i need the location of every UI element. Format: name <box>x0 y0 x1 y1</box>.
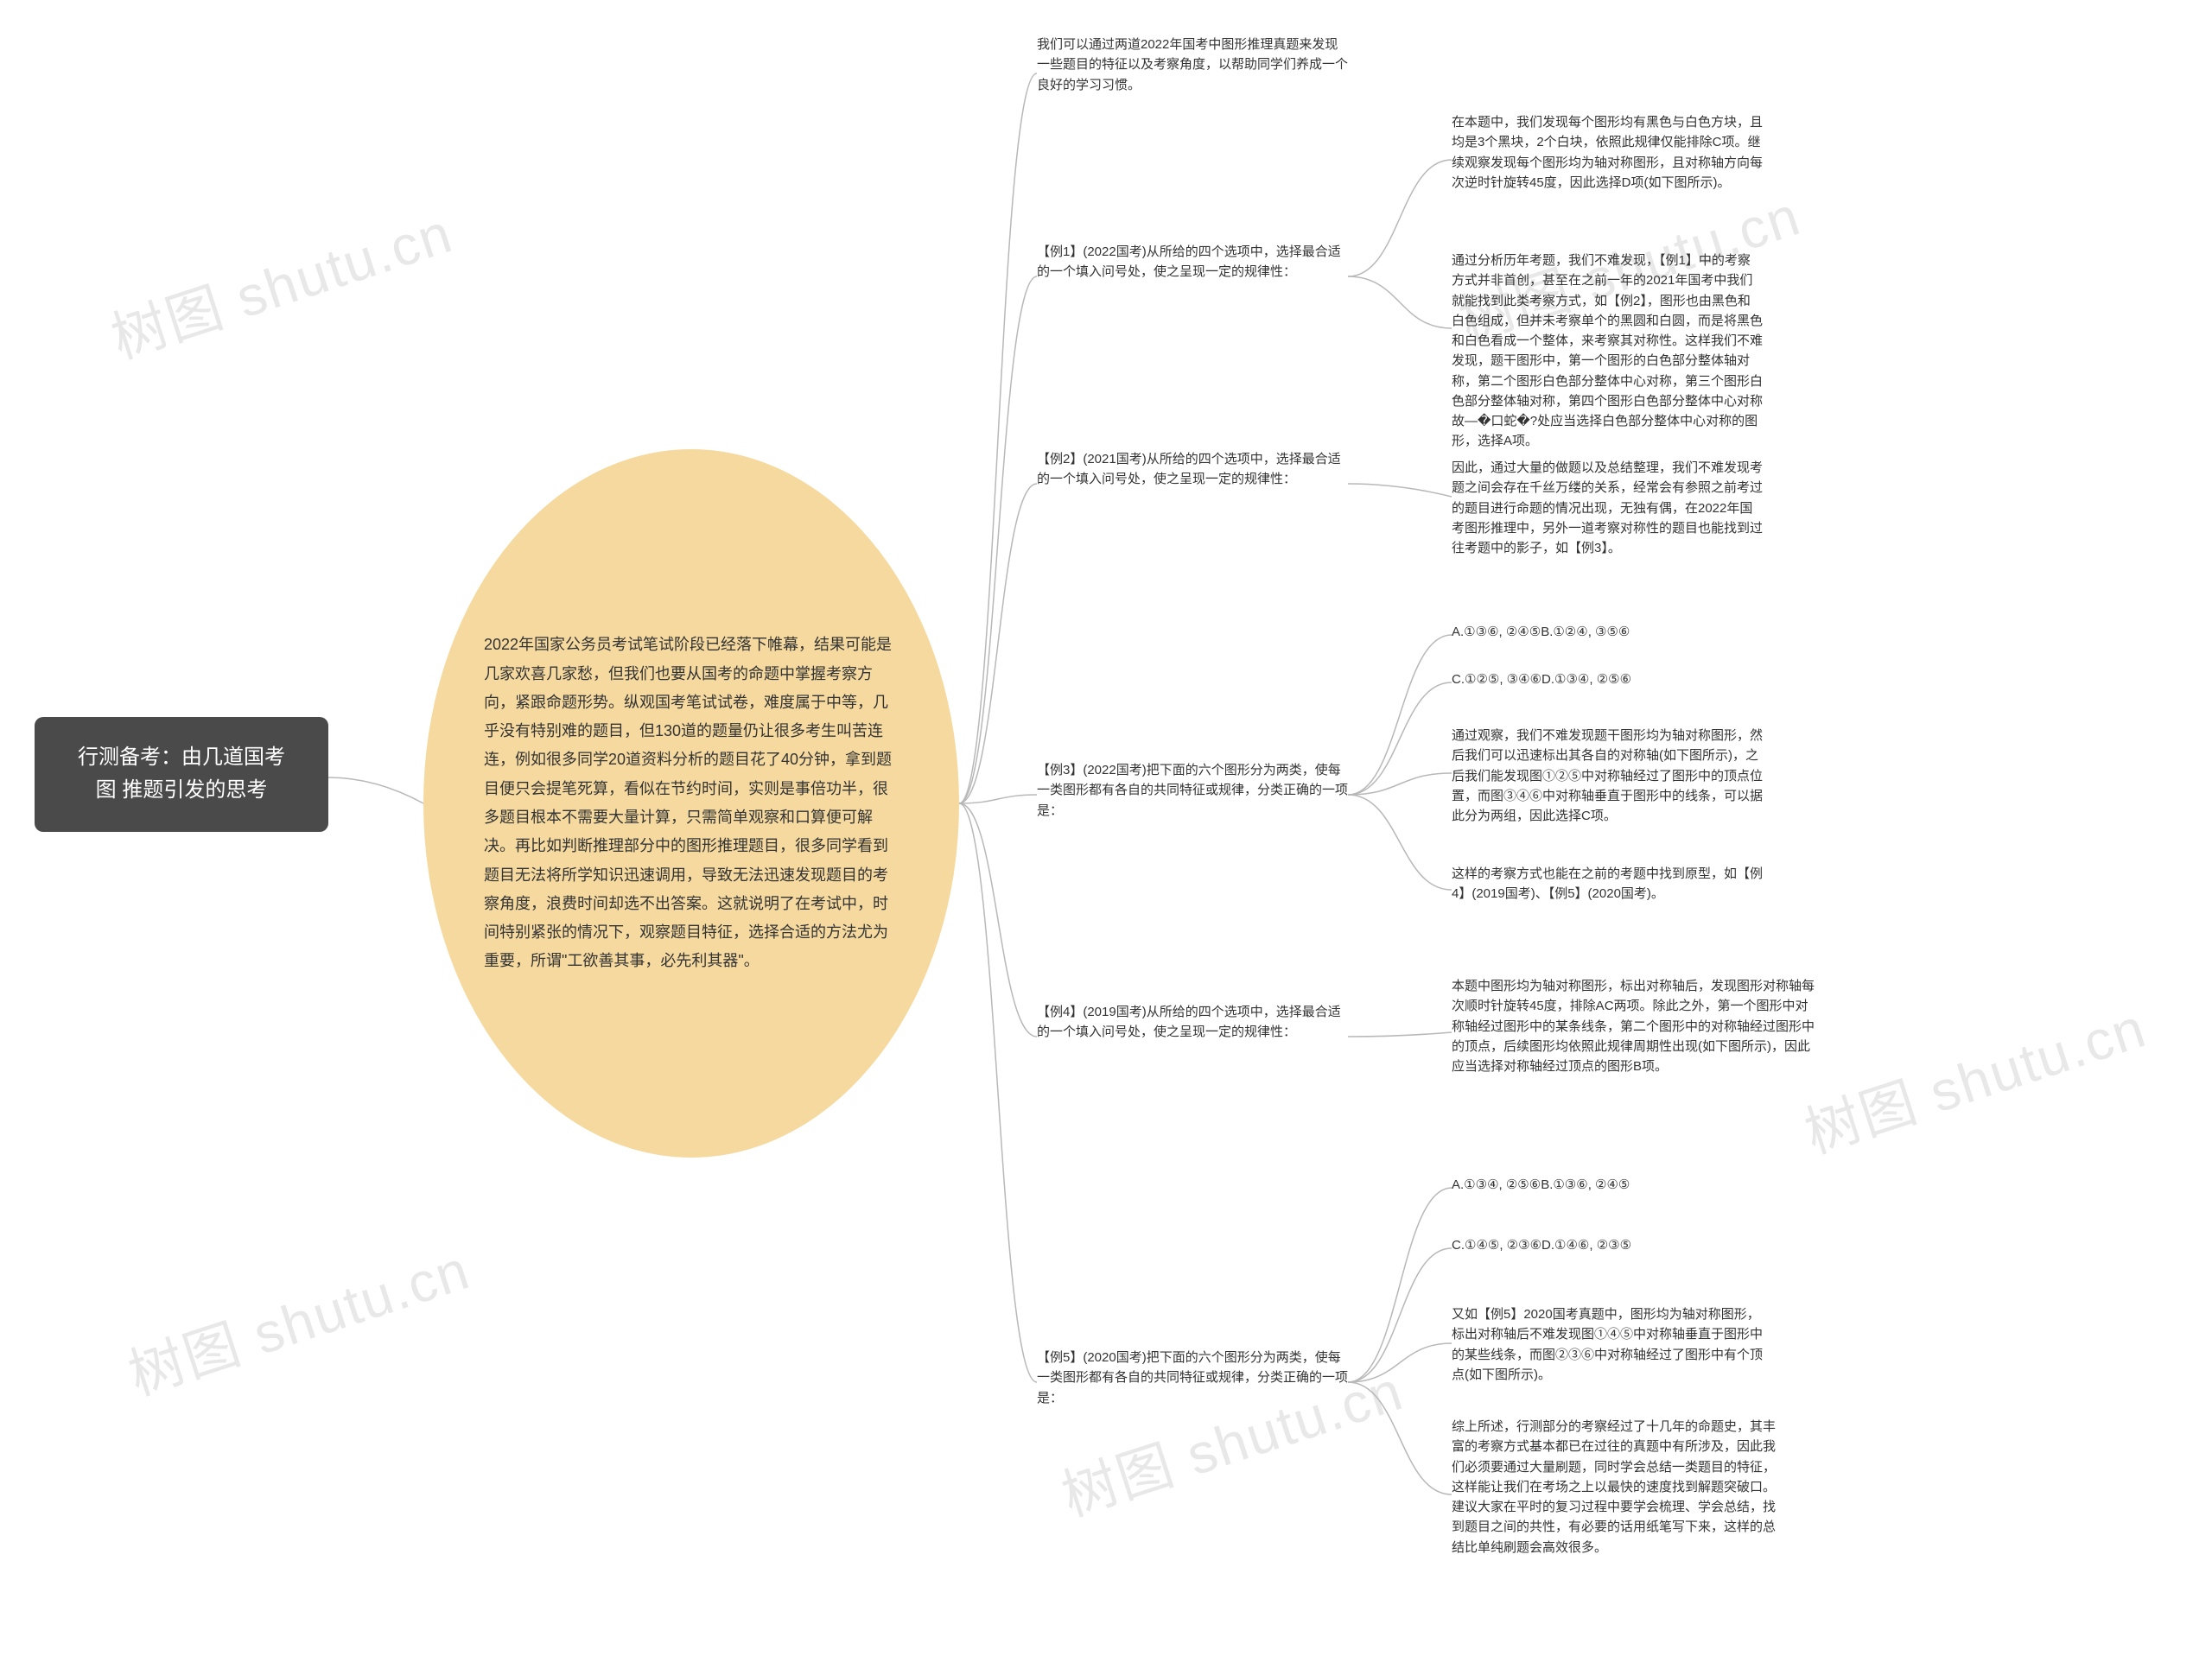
watermark: 树图 shutu.cn <box>118 1226 479 1411</box>
watermark: 树图 shutu.cn <box>1794 984 2155 1169</box>
summary-text: 2022年国家公务员考试笔试阶段已经落下帷幕，结果可能是几家欢喜几家愁，但我们也… <box>484 631 899 976</box>
ex5-detail-1: 又如【例5】2020国考真题中，图形均为轴对称图形，标出对称轴后不难发现图①④⑤… <box>1452 1304 1763 1385</box>
example4-node: 【例4】(2019国考)从所给的四个选项中，选择最合适的一个填入问号处，使之呈现… <box>1037 1002 1348 1043</box>
summary-oval: 2022年国家公务员考试笔试阶段已经落下帷幕，结果可能是几家欢喜几家愁，但我们也… <box>423 449 959 1158</box>
ex5-option-a: A.①③④, ②⑤⑥B.①③⑥, ②④⑤ <box>1452 1175 1763 1195</box>
ex3-option-a: A.①③⑥, ②④⑤B.①②④, ③⑤⑥ <box>1452 622 1763 642</box>
example3-node: 【例3】(2022国考)把下面的六个图形分为两类，使每一类图形都有各自的共同特征… <box>1037 760 1348 821</box>
ex5-conclusion: 综上所述，行测部分的考察经过了十几年的命题史，其丰富的考察方式基本都已在过往的真… <box>1452 1417 1780 1558</box>
ex2-detail-1: 因此，通过大量的做题以及总结整理，我们不难发现考题之间会存在千丝万缕的关系，经常… <box>1452 458 1763 558</box>
example2-node: 【例2】(2021国考)从所给的四个选项中，选择最合适的一个填入问号处，使之呈现… <box>1037 449 1348 490</box>
ex1-detail-1: 在本题中，我们发现每个图形均有黑色与白色方块，且均是3个黑块，2个白块，依照此规… <box>1452 112 1763 193</box>
ex1-detail-2: 通过分析历年考题，我们不难发现，【例1】中的考察方式并非首创，甚至在之前一年的2… <box>1452 251 1763 452</box>
root-node: 行测备考：由几道国考图 推题引发的思考 <box>35 717 328 832</box>
watermark: 树图 shutu.cn <box>100 189 461 374</box>
ex3-option-c: C.①②⑤, ③④⑥D.①③④, ②⑤⑥ <box>1452 669 1763 689</box>
ex3-detail-2: 这样的考察方式也能在之前的考题中找到原型，如【例4】(2019国考)、【例5】(… <box>1452 864 1763 904</box>
example1-node: 【例1】(2022国考)从所给的四个选项中，选择最合适的一个填入问号处，使之呈现… <box>1037 242 1348 282</box>
ex4-detail-1: 本题中图形均为轴对称图形，标出对称轴后，发现图形对称轴每次顺时针旋转45度，排除… <box>1452 976 1815 1076</box>
ex3-detail-1: 通过观察，我们不难发现题干图形均为轴对称图形，然后我们可以迅速标出其各自的对称轴… <box>1452 726 1763 826</box>
example5-node: 【例5】(2020国考)把下面的六个图形分为两类，使每一类图形都有各自的共同特征… <box>1037 1348 1348 1408</box>
intro-node: 我们可以通过两道2022年国考中图形推理真题来发现一些题目的特征以及考察角度，以… <box>1037 35 1348 95</box>
ex5-option-c: C.①④⑤, ②③⑥D.①④⑥, ②③⑤ <box>1452 1235 1763 1255</box>
